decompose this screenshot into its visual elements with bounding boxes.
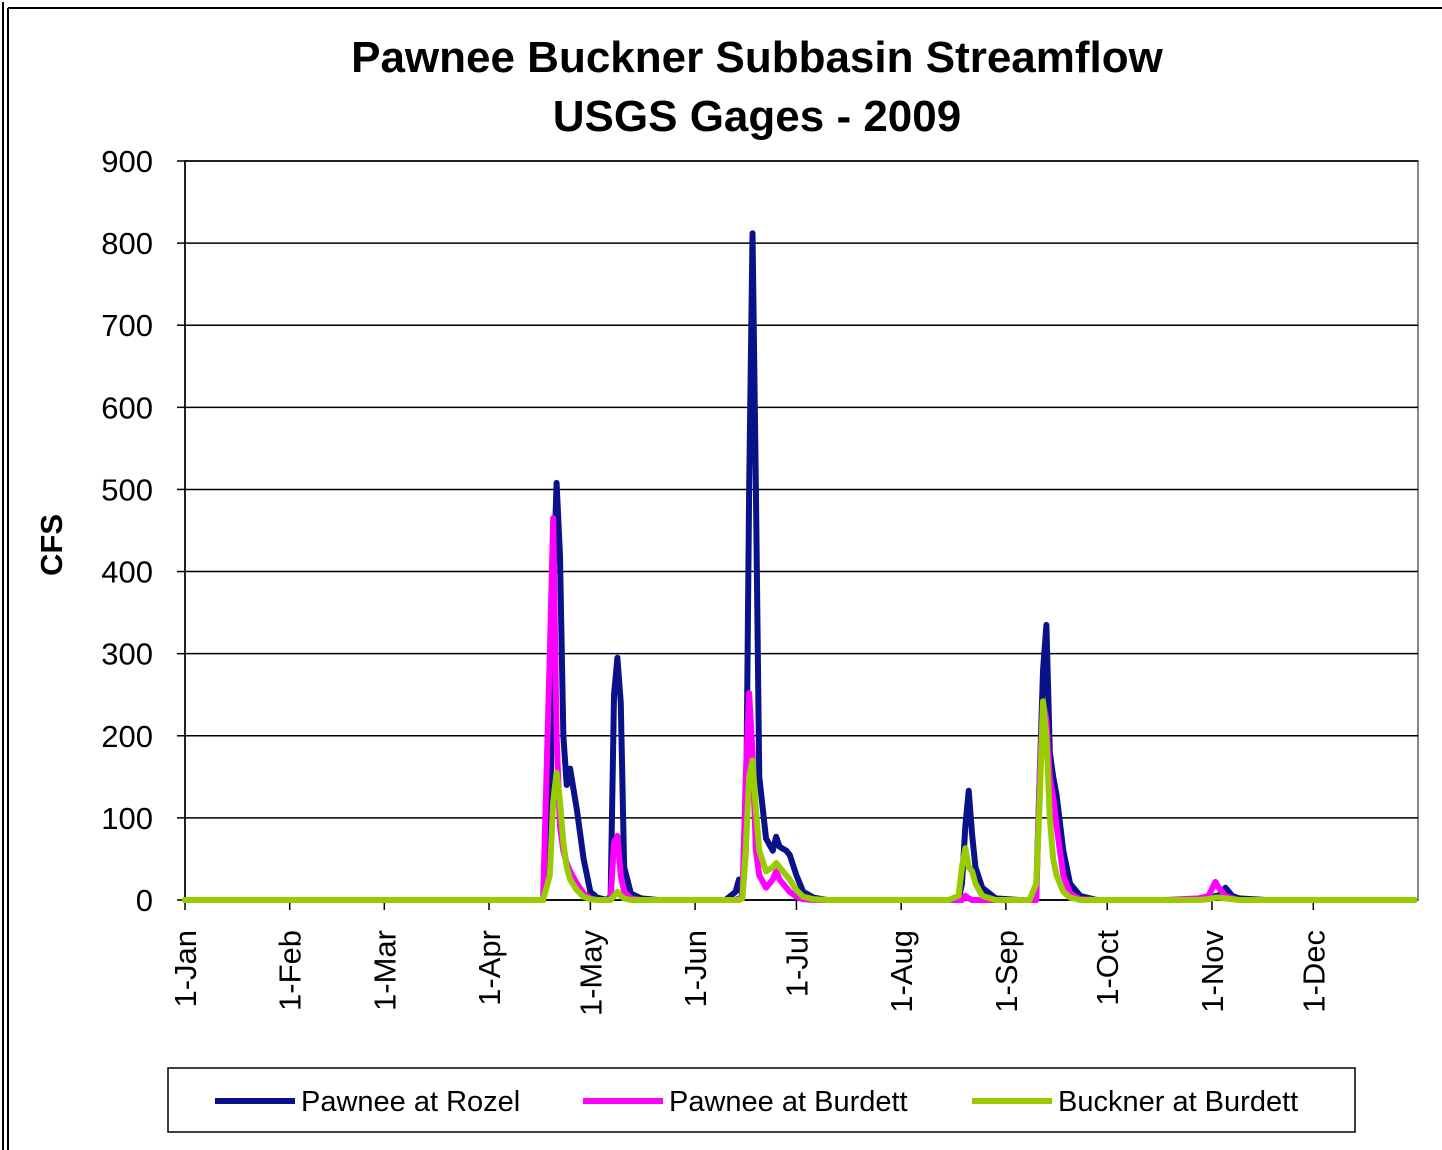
legend-box: [167, 1067, 1356, 1133]
y-tick-label: 800: [101, 226, 153, 261]
y-axis-label: CFS: [34, 514, 69, 576]
series-line: [182, 230, 1418, 903]
x-tick-label: 1-May: [573, 930, 608, 1017]
y-tick-label: 400: [101, 555, 153, 590]
y-tick-label: 100: [101, 801, 153, 836]
y-tick-label: 200: [101, 719, 153, 754]
legend-label: Pawnee at Rozel: [301, 1086, 520, 1118]
y-tick-label: 700: [101, 308, 153, 343]
x-tick-label: 1-Jul: [779, 930, 814, 997]
series-line: [182, 698, 1418, 903]
y-tick-label: 900: [101, 144, 153, 179]
y-tick-label: 600: [101, 390, 153, 425]
x-tick-label: 1-Sep: [989, 930, 1024, 1013]
y-tick-label: 500: [101, 472, 153, 507]
x-tick-label: 1-Mar: [367, 930, 402, 1011]
x-tick-label: 1-Feb: [273, 930, 308, 1011]
x-tick-label: 1-Apr: [472, 930, 507, 1006]
chart-subtitle: USGS Gages - 2009: [553, 92, 961, 141]
x-tick-label: 1-Jun: [678, 930, 713, 1008]
y-tick-label: 0: [136, 883, 153, 918]
x-tick-label: 1-Jan: [168, 930, 203, 1008]
y-tick-label: 300: [101, 637, 153, 672]
chart-title: Pawnee Buckner Subbasin Streamflow: [351, 33, 1164, 82]
legend-label: Pawnee at Burdett: [669, 1086, 908, 1118]
legend-label: Buckner at Burdett: [1058, 1086, 1298, 1118]
x-tick-label: 1-Oct: [1090, 930, 1125, 1006]
x-tick-label: 1-Aug: [884, 930, 919, 1013]
x-tick-label: 1-Nov: [1195, 930, 1230, 1013]
x-tick-label: 1-Dec: [1296, 930, 1331, 1013]
